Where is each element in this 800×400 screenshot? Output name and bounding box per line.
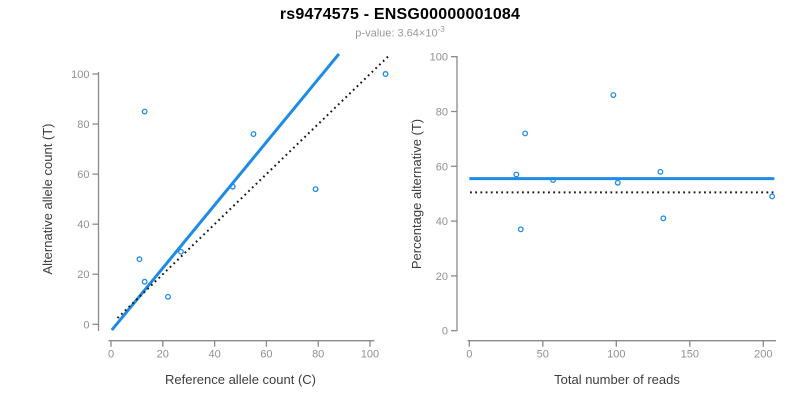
left-data-point [141,278,148,285]
right-x-tick-label: 0 [466,349,472,361]
right-y-axis-title: Percentage alternative (T) [409,119,424,269]
right-y-tick-label: 40 [436,216,448,228]
left-y-tick-label: 0 [83,319,89,331]
right-data-point [517,226,524,233]
left-x-tick-label: 0 [108,349,114,361]
left-y-axis-title: Alternative allele count (T) [40,123,55,274]
left-data-point [382,71,389,77]
left-x-tick-label: 60 [260,349,272,361]
left-y-tick-label: 20 [77,269,89,281]
right-y-tick-label: 60 [436,161,448,173]
left-data-point [136,256,143,263]
left-data-point [177,248,184,255]
left-x-tick-label: 100 [361,349,379,361]
left-data-point [250,131,257,138]
right-y-tick-label: 100 [430,52,448,64]
left-x-tick-label: 80 [312,349,324,361]
left-y-tick-label: 100 [71,69,89,81]
pvalue-text: p-value: 3.64×10 [355,27,438,40]
right-x-tick-label: 50 [537,349,549,361]
right-data-point [657,168,664,175]
pvalue-subtitle: p-value: 3.64×10-3 [0,25,800,40]
left-y-tick-label: 40 [77,219,89,231]
left-y-tick-label: 60 [77,169,89,181]
right-y-tick-label: 20 [436,271,448,283]
left-y-tick-label: 80 [77,119,89,131]
left-x-tick-label: 20 [157,349,169,361]
right-data-point [614,179,621,186]
right-x-tick-label: 100 [607,349,625,361]
right-y-tick-label: 0 [442,326,448,338]
page-title: rs9474575 - ENSG00000001084 [279,6,521,23]
left-x-tick-label: 40 [208,349,220,361]
left-x-axis-title: Reference allele count (C) [165,372,316,387]
left-data-point [141,108,148,115]
right-data-point [660,215,667,222]
left-identity-line [116,54,391,319]
left-data-point [312,186,319,193]
right-data-point [513,171,520,178]
right-data-point [522,130,529,137]
right-x-tick-label: 200 [754,349,772,361]
right-y-tick-label: 80 [436,107,448,119]
left-fit-line [110,53,341,332]
right-x-tick-label: 150 [681,349,699,361]
right-x-axis-title: Total number of reads [554,372,680,387]
left-data-point [165,293,171,300]
pvalue-exponent: -3 [437,25,445,34]
right-data-point [610,92,617,99]
right-data-point [769,193,776,200]
